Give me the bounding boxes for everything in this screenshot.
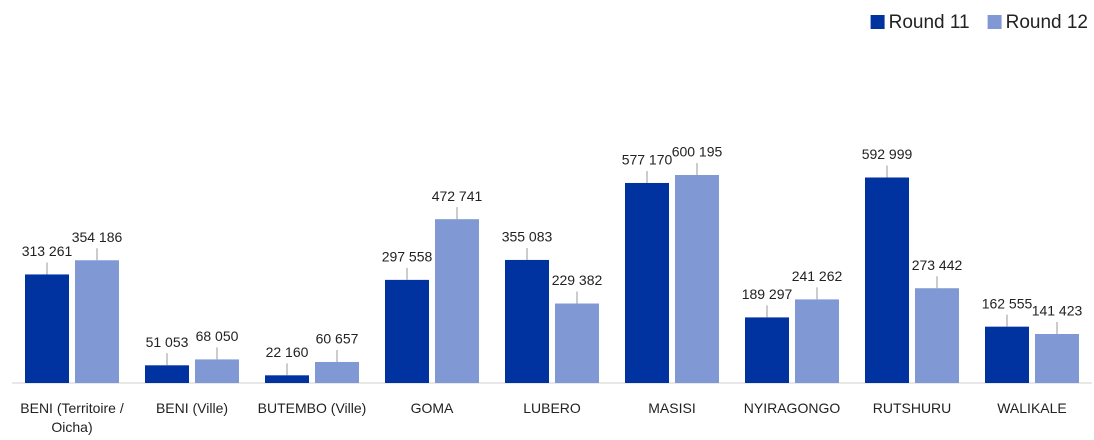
legend-label: Round 11 bbox=[889, 12, 970, 33]
data-label: 297 558 bbox=[382, 249, 433, 265]
legend-swatch bbox=[870, 15, 885, 29]
x-tick-label: GOMA bbox=[410, 400, 454, 416]
data-label: 354 186 bbox=[72, 229, 123, 245]
bar bbox=[195, 359, 239, 383]
x-tick-label: MASISI bbox=[648, 400, 696, 416]
bar bbox=[915, 288, 959, 383]
data-label: 60 657 bbox=[316, 331, 359, 347]
data-label: 577 170 bbox=[622, 152, 673, 168]
bar bbox=[315, 361, 359, 383]
legend-label: Round 12 bbox=[1006, 12, 1088, 33]
data-label: 600 195 bbox=[672, 144, 723, 160]
legend-swatch bbox=[987, 15, 1002, 29]
bar bbox=[385, 279, 429, 383]
bar bbox=[555, 303, 599, 383]
bar bbox=[145, 365, 189, 383]
x-tick-label: LUBERO bbox=[523, 400, 581, 416]
bar bbox=[505, 259, 549, 383]
data-label: 68 050 bbox=[196, 328, 239, 344]
data-label: 313 261 bbox=[22, 243, 73, 259]
x-tick-label: BENI (Territoire / Oicha) bbox=[20, 400, 124, 435]
data-label: 22 160 bbox=[266, 344, 309, 360]
bar bbox=[745, 317, 789, 383]
x-tick-label: BUTEMBO (Ville) bbox=[257, 400, 367, 416]
bar bbox=[865, 177, 909, 383]
data-label: 241 262 bbox=[792, 268, 843, 284]
bar bbox=[675, 175, 719, 383]
bar bbox=[1035, 333, 1079, 383]
x-tick-label: WALIKALE bbox=[997, 400, 1067, 416]
bar bbox=[435, 219, 479, 383]
bar bbox=[625, 182, 669, 383]
data-label: 162 555 bbox=[982, 295, 1033, 311]
bar bbox=[75, 260, 119, 383]
data-label: 229 382 bbox=[552, 272, 603, 288]
data-label: 273 442 bbox=[912, 257, 963, 273]
x-tick-label: NYIRAGONGO bbox=[743, 400, 841, 416]
data-label: 51 053 bbox=[146, 334, 189, 350]
x-tick-label: BENI (Ville) bbox=[155, 400, 229, 416]
data-label: 355 083 bbox=[502, 229, 553, 245]
x-tick-label: RUTSHURU bbox=[872, 400, 952, 416]
data-label: 141 423 bbox=[1032, 303, 1083, 319]
data-label: 472 741 bbox=[432, 188, 483, 204]
bar bbox=[985, 326, 1029, 383]
bar bbox=[25, 274, 69, 383]
bar bbox=[795, 299, 839, 383]
bar bbox=[265, 375, 309, 383]
data-label: 189 297 bbox=[742, 286, 793, 302]
data-label: 592 999 bbox=[862, 146, 913, 162]
